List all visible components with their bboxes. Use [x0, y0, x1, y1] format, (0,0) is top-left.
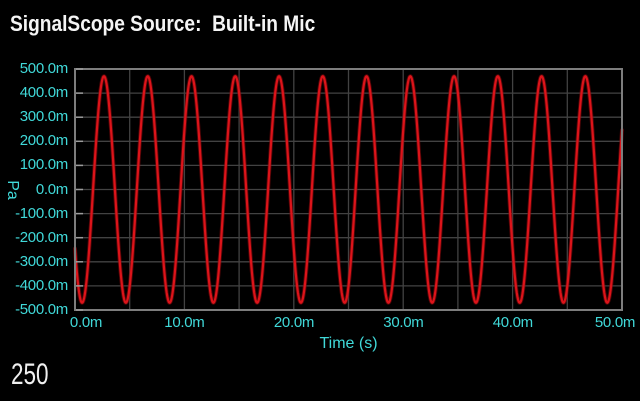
- y-tick-label: 0.0m: [35, 180, 68, 198]
- x-axis-title: Time (s): [319, 335, 378, 352]
- plot-border: [74, 68, 623, 311]
- x-tick-label: 10.0m: [164, 314, 205, 331]
- y-tick-label: -300.0m: [15, 252, 68, 270]
- y-tick-label: -400.0m: [15, 276, 68, 294]
- window-title: SignalScope Source: Built-in Mic: [10, 11, 316, 36]
- y-tick-label: 100.0m: [19, 156, 69, 174]
- y-tick-label: 400.0m: [19, 84, 69, 102]
- y-axis-title: Pa: [4, 180, 21, 200]
- y-tick-label: 200.0m: [19, 132, 69, 150]
- x-tick-label: 0.0m: [69, 314, 103, 331]
- y-tick-label: -200.0m: [15, 228, 68, 246]
- y-tick-label: -100.0m: [15, 204, 68, 222]
- frequency-readout: 250: [11, 358, 49, 391]
- x-tick-label: 30.0m: [383, 314, 424, 331]
- x-tick-label: 20.0m: [273, 314, 315, 331]
- axis-tick-marks: [76, 68, 83, 311]
- x-tick-label: 50.0m: [594, 314, 636, 331]
- y-tick-label: 300.0m: [19, 108, 69, 126]
- y-tick-label: 500.0m: [19, 60, 69, 77]
- signal-trace: [73, 74, 624, 305]
- x-tick-label: 40.0m: [492, 314, 534, 331]
- y-tick-label: -500.0m: [15, 301, 68, 318]
- grid-lines: [75, 69, 622, 310]
